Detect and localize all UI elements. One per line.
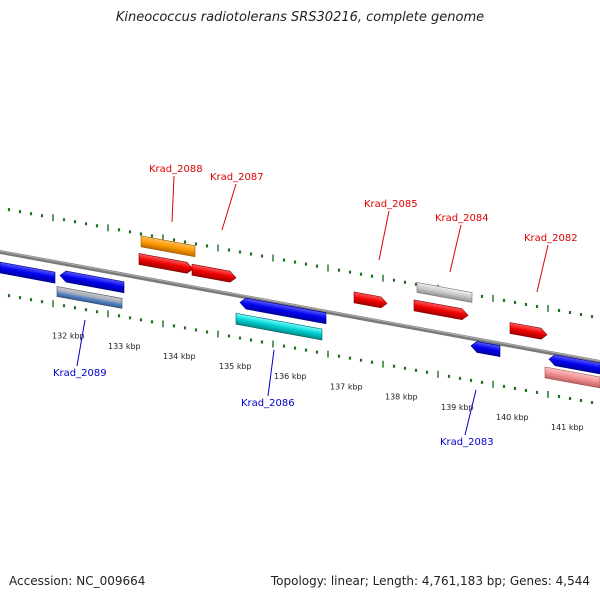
reverse-tick-track: [7, 294, 594, 405]
gene-label-krad-2084[interactable]: Krad_2084: [435, 213, 489, 224]
tick-label: 140 kbp: [496, 413, 529, 422]
forward-tick-track: [7, 208, 594, 319]
gene-leader-krad-2088: [171, 175, 175, 223]
gene-feature-left-blue[interactable]: [0, 261, 56, 284]
accession-text: Accession: NC_009664: [9, 574, 146, 588]
gene-feature-krad-2089[interactable]: [59, 270, 125, 294]
gene-leader-krad-2085: [378, 210, 390, 261]
gene-leader-krad-2086: [267, 349, 275, 397]
gene-features: [0, 235, 600, 389]
gene-leader-krad-2083: [464, 389, 477, 436]
gene-leader-krad-2084: [449, 224, 462, 273]
tick-label: 139 kbp: [441, 403, 474, 412]
gene-leader-krad-2087: [221, 183, 237, 231]
gene-feature-krad-2087[interactable]: [191, 263, 237, 283]
tick-label: 138 kbp: [385, 393, 418, 402]
tick-label: 135 kbp: [219, 362, 252, 371]
gene-label-krad-2086[interactable]: Krad_2086: [241, 398, 295, 409]
tick-label: 141 kbp: [551, 423, 584, 432]
gene-labels: Krad_2088 Krad_2087 Krad_2085 Krad_2084 Krad…: [53, 164, 578, 448]
gene-label-krad-2083[interactable]: Krad_2083: [440, 437, 494, 448]
genome-summary-text: Topology: linear; Length: 4,761,183 bp; …: [270, 574, 590, 588]
gene-feature-krad-2082[interactable]: [509, 322, 548, 341]
tick-label: 137 kbp: [330, 383, 363, 392]
gene-feature-krad-2086-cyan[interactable]: [235, 312, 323, 341]
genome-axis-highlight: [0, 250, 600, 362]
page-title: Kineococcus radiotolerans SRS30216, comp…: [115, 10, 485, 25]
gene-feature-krad-2083[interactable]: [470, 340, 501, 358]
tick-label: 133 kbp: [108, 342, 141, 351]
tick-label: 132 kbp: [52, 332, 85, 341]
gene-label-krad-2085[interactable]: Krad_2085: [364, 199, 418, 210]
gene-feature-krad-2085[interactable]: [353, 291, 388, 309]
tick-label: 134 kbp: [163, 352, 196, 361]
gene-label-krad-2082[interactable]: Krad_2082: [524, 233, 578, 244]
gene-feature-krad-2089-steel[interactable]: [56, 286, 123, 309]
genome-axis-line: [0, 250, 600, 364]
gene-label-leaders: [76, 175, 549, 436]
gene-feature-krad-2086[interactable]: [239, 297, 327, 325]
gene-label-krad-2089[interactable]: Krad_2089: [53, 368, 107, 379]
gene-feature-krad-2088[interactable]: [138, 253, 194, 274]
gene-feature-right-pink[interactable]: [544, 366, 600, 389]
gene-feature-krad-2084-grey[interactable]: [416, 282, 473, 303]
gene-leader-krad-2089: [76, 319, 86, 367]
gene-feature-right-blue[interactable]: [548, 354, 600, 375]
gene-label-krad-2088[interactable]: Krad_2088: [149, 164, 203, 175]
gene-feature-krad-2088-orange[interactable]: [140, 235, 196, 258]
gene-feature-krad-2084[interactable]: [413, 299, 469, 321]
tick-label: 136 kbp: [274, 372, 307, 381]
gene-leader-krad-2082: [536, 244, 549, 293]
gene-label-krad-2087[interactable]: Krad_2087: [210, 172, 264, 183]
tick-labels: 132 kbp 133 kbp 134 kbp 135 kbp 136 kbp 137 k…: [52, 332, 584, 432]
